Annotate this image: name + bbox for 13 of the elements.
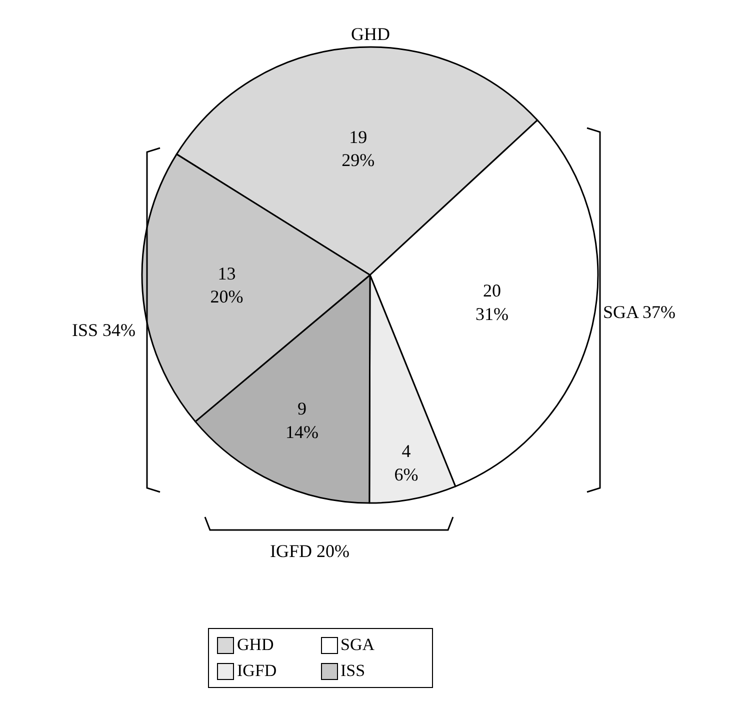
data-label: 13 20% <box>210 263 244 307</box>
data-label: 9 14% <box>286 398 319 442</box>
text: ISS 34% <box>72 320 136 340</box>
data-label: 20 31% <box>476 280 509 324</box>
legend-label: ISS <box>340 661 366 681</box>
legend-label: IGFD <box>237 661 277 681</box>
data-label: 19 29% <box>342 126 375 170</box>
legend-label: SGA <box>340 635 375 655</box>
text: SGA 37% <box>603 302 676 322</box>
text: IGFD 20% <box>270 541 350 561</box>
legend-label: GHD <box>237 635 274 655</box>
data-label: 4 6% <box>394 441 418 484</box>
text: GHD <box>351 24 390 44</box>
